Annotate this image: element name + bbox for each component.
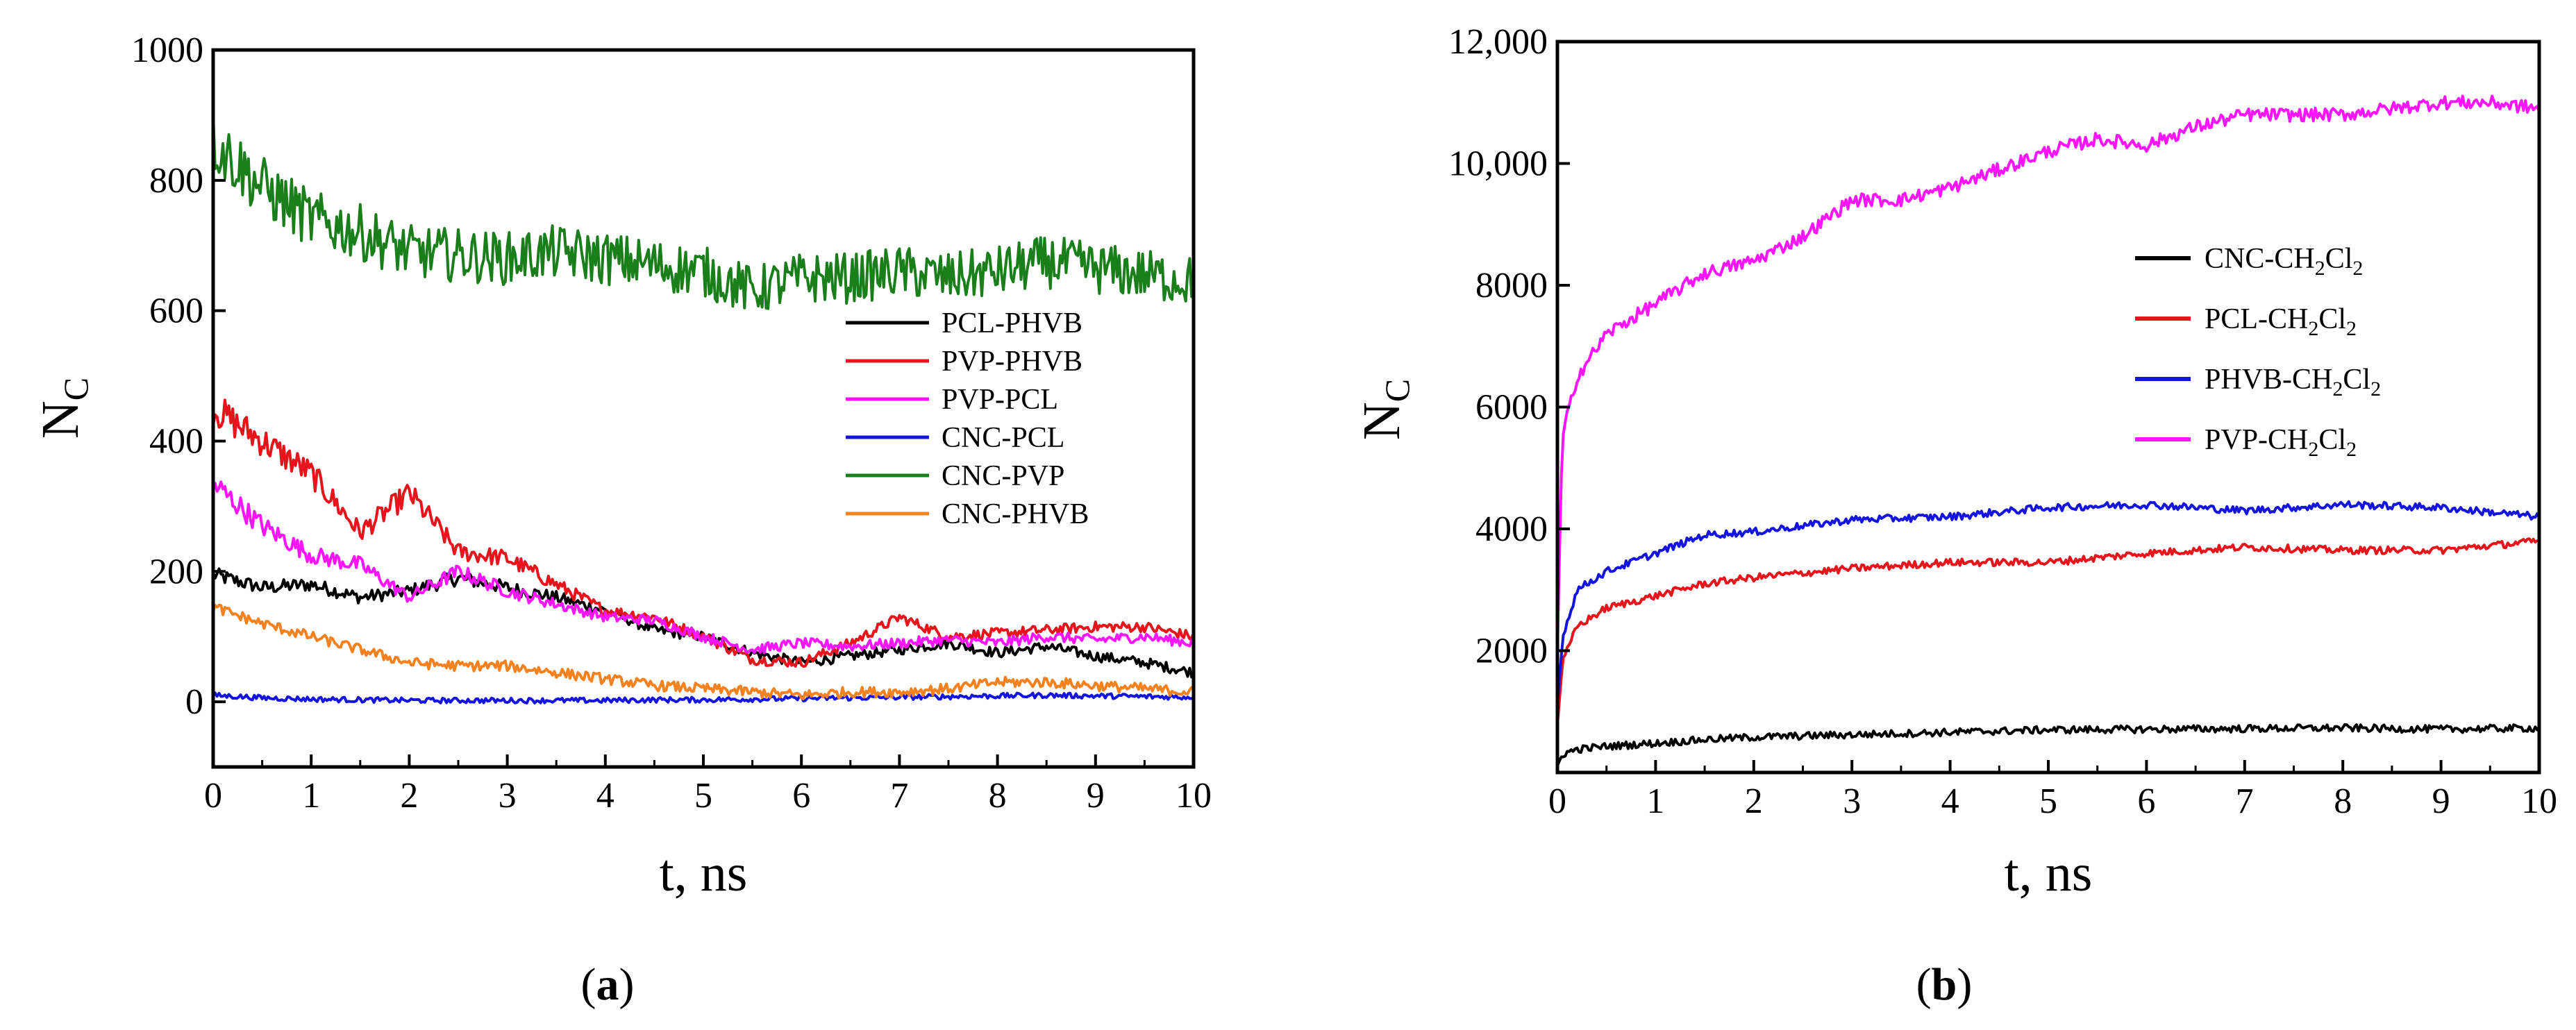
legend-label-b-pvp-ch2cl2: PVP-CH2Cl2 (2205, 424, 2357, 461)
x-tick-label-a-7: 7 (890, 776, 908, 816)
panel-label-a: (a) (581, 959, 635, 1010)
x-tick-label-a-5: 5 (694, 776, 712, 816)
x-tick-label-b-9: 9 (2432, 782, 2450, 821)
series-line-phvb-ch2cl2 (1556, 500, 2541, 705)
legend-label-b-pvp-ch2cl2-sub1: 2 (2308, 438, 2318, 461)
y-tick-label-a-200: 200 (149, 552, 203, 591)
legend-label-b-pcl-ch2cl2-sub2: 2 (2346, 317, 2357, 340)
series-lines-b (1556, 94, 2541, 766)
legend-label-b-cnc-ch2cl2-part1: CNC-CH (2205, 243, 2315, 275)
legend-label-b-pcl-ch2cl2-sub1: 2 (2308, 317, 2318, 340)
x-tick-label-b-1: 1 (1646, 782, 1664, 821)
x-tick-label-a-8: 8 (989, 776, 1007, 816)
x-tick-label-b-4: 4 (1941, 782, 1959, 821)
legend-label-b-cnc-ch2cl2-part2: Cl (2325, 243, 2353, 275)
x-tick-label-a-3: 3 (499, 776, 517, 816)
series-line-pvp-ch2cl2 (1556, 94, 2541, 650)
y-tick-label-b-12000: 12,000 (1448, 22, 1548, 62)
x-tick-label-a-4: 4 (596, 776, 614, 816)
x-tick-label-b-5: 5 (2039, 782, 2057, 821)
series-line-cnc-ch2cl2 (1556, 723, 2541, 766)
x-tick-label-a-10: 10 (1176, 776, 1212, 816)
y-axis-title-a: NC (31, 378, 95, 439)
y-tick-label-b-2000: 2000 (1475, 632, 1548, 671)
legend-label-a-pcl-phvb: PCL-PHVB (942, 307, 1082, 339)
ticks-b: 0 1 2 3 4 5 6 7 8 9 10 2000 4000 6000 8000 10,000 12,000 (1448, 22, 2557, 821)
series-line-pvp-pcl (212, 480, 1195, 655)
panel-label-b: (b) (1916, 959, 1973, 1010)
legend-label-b-phvb-ch2cl2-sub1: 2 (2332, 378, 2343, 400)
legend-label-b-pvp-ch2cl2-part2: Cl (2318, 424, 2346, 456)
legend-label-a-pvp-pcl: PVP-PCL (942, 384, 1058, 416)
y-axis-title-b: NC (1353, 379, 1416, 440)
legend-label-b-cnc-ch2cl2-sub1: 2 (2315, 257, 2325, 280)
y-tick-label-a-0: 0 (185, 682, 203, 722)
x-tick-label-b-3: 3 (1843, 782, 1861, 821)
legend-label-b-pcl-ch2cl2: PCL-CH2Cl2 (2205, 303, 2357, 340)
x-tick-label-a-2: 2 (400, 776, 418, 816)
legend-label-b-phvb-ch2cl2-part1: PHVB-CH (2205, 364, 2332, 396)
legend-a: PCL-PHVB PVP-PHVB PVP-PCL CNC-PCL CNC-PVP CNC… (846, 307, 1089, 530)
legend-b: CNC-CH2Cl2PCL-CH2Cl2PHVB-CH2Cl2PVP-CH2Cl… (2135, 243, 2381, 461)
ticks-a: 0 1 2 3 4 5 6 7 8 9 10 0 200 400 600 800 1000 (131, 31, 1212, 816)
y-axis-title-sub-b: C (1378, 379, 1416, 402)
y-tick-label-b-8000: 8000 (1475, 266, 1548, 305)
series-line-pcl-phvb (212, 567, 1195, 679)
y-axis-title-sub-a: C (56, 378, 95, 400)
y-tick-label-a-400: 400 (149, 421, 203, 461)
chart-panel-b: 0 1 2 3 4 5 6 7 8 9 10 2000 4000 6000 8000 10,000 12,000… (1353, 22, 2557, 1010)
legend-label-a-cnc-pvp: CNC-PVP (942, 460, 1064, 492)
legend-label-b-phvb-ch2cl2-sub2: 2 (2370, 378, 2381, 400)
series-line-cnc-phvb (212, 603, 1194, 700)
x-axis-title-b: t, ns (2005, 844, 2093, 902)
panel-label-b-letter: b (1932, 959, 1957, 1010)
series-lines-a (212, 114, 1195, 704)
y-tick-label-b-10000: 10,000 (1448, 144, 1548, 184)
x-axis-title-a: t, ns (660, 844, 748, 902)
legend-label-b-cnc-ch2cl2-sub2: 2 (2352, 257, 2363, 280)
x-tick-label-b-0: 0 (1548, 782, 1566, 821)
panel-label-b-open: ( (1916, 959, 1932, 1010)
x-tick-label-b-8: 8 (2334, 782, 2352, 821)
legend-label-a-pvp-phvb: PVP-PHVB (942, 346, 1082, 378)
y-tick-label-b-4000: 4000 (1475, 509, 1548, 549)
x-tick-label-a-1: 1 (302, 776, 320, 816)
legend-label-b-cnc-ch2cl2: CNC-CH2Cl2 (2205, 243, 2363, 280)
series-line-cnc-pvp (212, 114, 1195, 310)
x-tick-label-a-9: 9 (1087, 776, 1105, 816)
legend-label-b-pvp-ch2cl2-part1: PVP-CH (2205, 424, 2308, 456)
x-tick-label-b-2: 2 (1745, 782, 1763, 821)
legend-label-b-pvp-ch2cl2-sub2: 2 (2346, 438, 2357, 461)
y-tick-label-a-600: 600 (149, 292, 203, 331)
chart-panel-a: 0 1 2 3 4 5 6 7 8 9 10 0 200 400 600 800 1000 t, ns NC P… (31, 31, 1212, 1010)
y-tick-label-a-1000: 1000 (131, 31, 203, 70)
legend-label-b-pcl-ch2cl2-part1: PCL-CH (2205, 303, 2308, 335)
series-line-pcl-ch2cl2 (1556, 537, 2539, 725)
x-tick-label-a-6: 6 (792, 776, 810, 816)
x-tick-label-b-7: 7 (2236, 782, 2254, 821)
y-tick-label-b-6000: 6000 (1475, 388, 1548, 428)
legend-label-b-phvb-ch2cl2-part2: Cl (2343, 364, 2370, 396)
legend-label-a-cnc-pcl: CNC-PCL (942, 422, 1064, 454)
panel-label-a-close: ) (619, 959, 635, 1010)
series-line-cnc-pcl (212, 691, 1194, 704)
legend-label-a-cnc-phvb: CNC-PHVB (942, 498, 1089, 530)
series-line-pvp-phvb (212, 398, 1195, 668)
y-axis-title-main-b: N (1353, 402, 1411, 440)
x-tick-label-b-10: 10 (2521, 782, 2557, 821)
legend-label-b-phvb-ch2cl2: PHVB-CH2Cl2 (2205, 364, 2381, 400)
x-tick-label-a-0: 0 (204, 776, 222, 816)
panel-label-a-letter: a (596, 959, 619, 1010)
y-axis-title-main-a: N (31, 400, 90, 439)
legend-label-b-pcl-ch2cl2-part2: Cl (2318, 303, 2346, 335)
y-tick-label-a-800: 800 (149, 161, 203, 201)
panel-label-b-close: ) (1957, 959, 1972, 1010)
x-tick-label-b-6: 6 (2137, 782, 2155, 821)
panel-label-a-open: ( (581, 959, 596, 1010)
